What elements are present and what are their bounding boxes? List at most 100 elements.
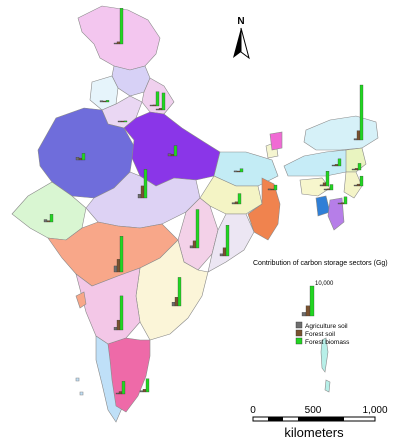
- bar-rajasthan-forest-biomass: [81, 153, 86, 161]
- bar-nagaland-forest-soil: [354, 168, 359, 171]
- bar-group-assam: [319, 170, 330, 187]
- state-nepal-patch: [269, 131, 283, 151]
- bar-arunachal-forest-biomass: [359, 84, 364, 141]
- legend-sample-bar-forest-biomass: [309, 285, 315, 317]
- scale-bar: 0 500 1,000 kilometers: [250, 405, 388, 440]
- state-arunachal: [303, 115, 379, 151]
- bar-haryana-delhi-forest-soil: [120, 120, 125, 123]
- bar-uttarakhand-forest-biomass: [161, 92, 166, 111]
- bar-odisha-forest-biomass: [225, 225, 230, 257]
- bar-group-uttar-pradesh: [167, 145, 178, 157]
- legend-swatch-forest-soil: [295, 329, 303, 337]
- bar-group-gujarat: [43, 214, 54, 223]
- bar-chhattisgarh-forest-soil: [192, 240, 197, 249]
- bar-chhattisgarh-forest-biomass: [195, 209, 200, 249]
- bar-group-nagaland: [351, 163, 362, 171]
- bar-odisha-forest-soil: [222, 247, 227, 257]
- bar-jharkhand-forest-biomass: [237, 193, 242, 205]
- bar-assam-forest-soil: [322, 182, 327, 187]
- bar-group-chhattisgarh: [189, 209, 200, 249]
- bar-punjab-forest-soil: [102, 100, 107, 103]
- state-odisha: [207, 213, 255, 273]
- bar-tamil-nadu-agriculture-soil: [139, 390, 144, 393]
- state-bars-layer: [43, 8, 364, 395]
- bar-group-karnataka: [113, 295, 124, 331]
- bar-group-manipur: [353, 175, 364, 187]
- bar-bihar-forest-biomass: [239, 168, 244, 173]
- north-arrow: N: [233, 16, 250, 60]
- north-arrow-icon-half: [240, 27, 250, 60]
- bar-madhya-pradesh-forest-biomass: [143, 169, 148, 199]
- bar-karnataka-forest-biomass: [119, 295, 124, 331]
- scale-bar-segment: [268, 417, 283, 421]
- bar-uttarakhand-agriculture-soil: [155, 108, 160, 111]
- bar-group-madhya-pradesh: [137, 169, 148, 199]
- bar-manipur-forest-soil: [356, 183, 361, 187]
- bar-mizoram-forest-soil: [340, 202, 345, 205]
- bar-group-jharkhand: [231, 193, 242, 205]
- bar-jharkhand-agriculture-soil: [231, 202, 236, 205]
- bar-bihar-agriculture-soil: [233, 170, 238, 173]
- state-regions: [11, 5, 379, 423]
- north-label: N: [237, 16, 244, 27]
- bar-telangana-andhra-forest-biomass: [177, 277, 182, 307]
- bar-tamil-nadu-forest-biomass: [145, 378, 150, 393]
- bar-assam-forest-biomass: [325, 170, 330, 187]
- bar-group-rajasthan: [75, 153, 86, 161]
- state-uttar-pradesh: [123, 111, 221, 187]
- bar-jharkhand-forest-soil: [234, 201, 239, 205]
- state-west-bengal: [247, 177, 281, 241]
- bar-haryana-delhi-forest-biomass: [123, 120, 128, 123]
- bar-meghalaya-agriculture-soil: [331, 164, 336, 167]
- state-goa: [75, 291, 87, 309]
- bar-nagaland-agriculture-soil: [351, 168, 356, 171]
- bar-jammu-kashmir-forest-biomass: [119, 8, 124, 45]
- bar-maharashtra-forest-biomass: [119, 236, 124, 273]
- bar-rajasthan-forest-soil: [78, 157, 83, 161]
- bar-telangana-andhra-forest-soil: [174, 297, 179, 307]
- scale-tick-500: 500: [305, 405, 322, 416]
- scale-bar-segment: [313, 417, 344, 421]
- legend-sample-bar-agriculture-soil: [301, 312, 307, 317]
- bar-maharashtra-agriculture-soil: [113, 265, 118, 273]
- bar-group-uttarakhand: [155, 92, 166, 111]
- bar-uttar-pradesh-agriculture-soil: [167, 153, 172, 157]
- bar-kerala-forest-soil: [118, 391, 123, 395]
- scale-bar-segment: [298, 417, 313, 421]
- bar-himachal-forest-soil: [152, 104, 157, 107]
- bar-manipur-forest-biomass: [359, 175, 364, 187]
- bar-group-haryana-delhi: [117, 120, 128, 123]
- bar-meghalaya-forest-soil: [334, 164, 339, 167]
- bar-group-himachal: [149, 91, 160, 107]
- bar-uttar-pradesh-forest-soil: [170, 154, 175, 157]
- bar-punjab-forest-biomass: [105, 100, 110, 103]
- bar-group-punjab: [99, 100, 110, 103]
- bar-west-bengal-forest-biomass: [273, 184, 278, 191]
- bar-telangana-andhra-agriculture-soil: [171, 301, 176, 307]
- bar-jammu-kashmir-agriculture-soil: [113, 42, 118, 45]
- state-karnataka: [75, 267, 141, 345]
- bar-kerala-forest-biomass: [121, 381, 126, 395]
- bar-group-maharashtra: [113, 236, 124, 273]
- legend-swatch-forest-biomass: [295, 337, 303, 345]
- bar-meghalaya-forest-biomass: [337, 158, 342, 167]
- bar-west-bengal-forest-soil: [270, 188, 275, 191]
- lakshadweep-islands: [75, 377, 84, 396]
- bar-group-west-bengal: [267, 184, 278, 191]
- legend-title: Contribution of carbon storage sectors (…: [253, 260, 388, 267]
- state-gujarat: [11, 181, 87, 241]
- bar-chhattisgarh-agriculture-soil: [189, 245, 194, 249]
- bar-group-odisha: [219, 225, 230, 257]
- bar-group-arunachal: [353, 84, 364, 141]
- scale-tick-1000: 1,000: [362, 405, 387, 416]
- bar-arunachal-agriculture-soil: [353, 138, 358, 141]
- bar-himachal-agriculture-soil: [149, 104, 154, 107]
- bar-bihar-forest-soil: [236, 170, 241, 173]
- bar-group-tripura: [323, 184, 334, 191]
- bar-uttarakhand-forest-soil: [158, 108, 163, 111]
- bar-uttar-pradesh-forest-biomass: [173, 145, 178, 157]
- state-meghalaya: [299, 177, 331, 197]
- legend-label-agriculture-soil: Agriculture soil: [305, 323, 348, 330]
- legend: Contribution of carbon storage sectors (…: [253, 260, 388, 346]
- bar-west-bengal-agriculture-soil: [267, 188, 272, 191]
